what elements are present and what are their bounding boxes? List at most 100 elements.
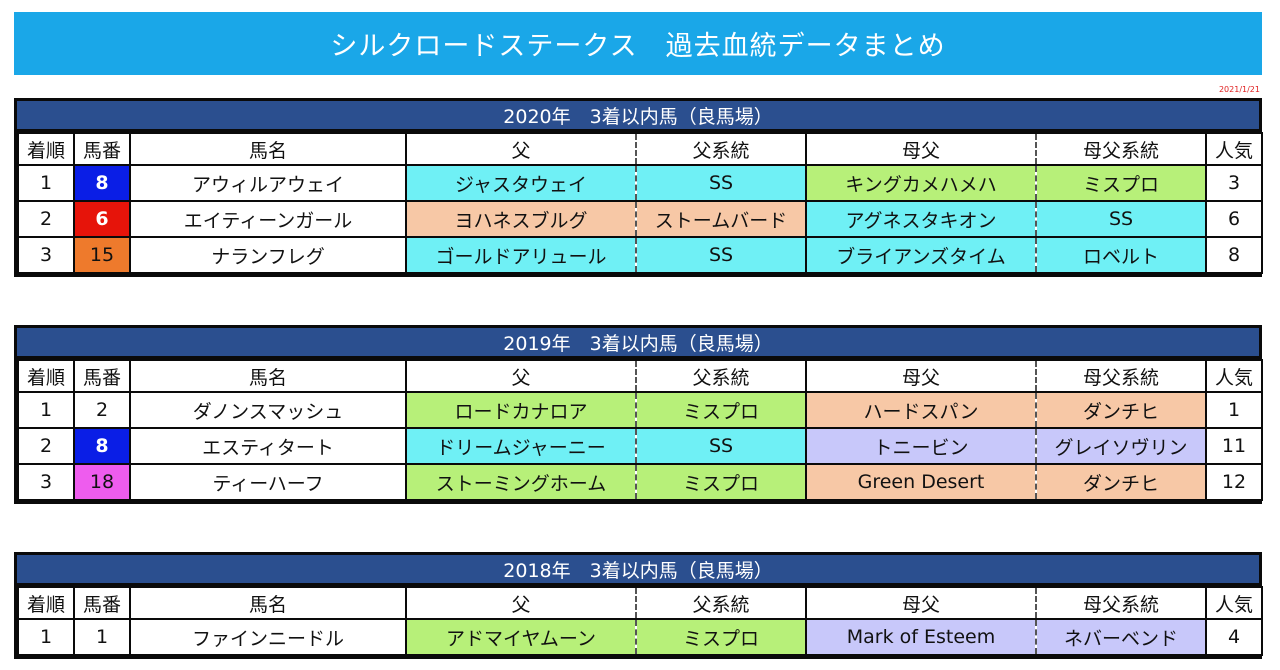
column-header: 母父: [805, 359, 1037, 393]
sire-line-cell: ミスプロ: [635, 391, 807, 429]
popularity-cell: 12: [1205, 463, 1263, 501]
horse-number-cell: 18: [73, 463, 131, 501]
column-header: 馬番: [73, 359, 131, 393]
column-header: 父: [405, 586, 637, 620]
rank-cell: 1: [17, 164, 75, 202]
table-row: 1 2 ダノンスマッシュ ロードカナロア ミスプロ ハードスパン ダンチヒ 1: [17, 391, 1263, 429]
horse-number-cell: 8: [73, 427, 131, 465]
column-header: 父系統: [635, 132, 807, 166]
dam-sire-line-cell: ネバーベンド: [1035, 618, 1207, 656]
sire-cell: ヨハネスブルグ: [405, 200, 637, 238]
column-header: 人気: [1205, 132, 1263, 166]
rank-cell: 1: [17, 391, 75, 429]
sire-cell: ロードカナロア: [405, 391, 637, 429]
horse-number-cell: 8: [73, 164, 131, 202]
table-row: 3 15 ナランフレグ ゴールドアリュール SS ブライアンズタイム ロベルト 8: [17, 236, 1263, 274]
table-row: 1 1 ファインニードル アドマイヤムーン ミスプロ Mark of Esteem ネバーベ…: [17, 618, 1263, 656]
column-header: 馬名: [129, 132, 407, 166]
column-header: 母父系統: [1035, 586, 1207, 620]
table-row: 1 8 アウィルアウェイ ジャスタウェイ SS キングカメハメハ ミスプロ 3: [17, 164, 1263, 202]
column-header: 父系統: [635, 359, 807, 393]
dam-sire-line-cell: グレイソヴリン: [1035, 427, 1207, 465]
dam-sire-cell: アグネスタキオン: [805, 200, 1037, 238]
popularity-cell: 6: [1205, 200, 1263, 238]
horse-name-cell: ナランフレグ: [129, 236, 407, 274]
rank-cell: 3: [17, 463, 75, 501]
sire-cell: ゴールドアリュール: [405, 236, 637, 274]
dam-sire-cell: Mark of Esteem: [805, 618, 1037, 656]
date-stamp: 2021/1/21: [1218, 85, 1260, 94]
popularity-cell: 1: [1205, 391, 1263, 429]
horse-name-cell: エイティーンガール: [129, 200, 407, 238]
column-header: 母父: [805, 586, 1037, 620]
dam-sire-cell: Green Desert: [805, 463, 1037, 501]
dam-sire-cell: キングカメハメハ: [805, 164, 1037, 202]
column-header: 母父系統: [1035, 359, 1207, 393]
year-block: 2018年 3着以内馬（良馬場） 着順 馬番 馬名父父系統 母父 母父系統 人気 1 1 ファイン…: [14, 552, 1263, 659]
horse-number-cell: 2: [73, 391, 131, 429]
rank-cell: 2: [17, 200, 75, 238]
column-header: 父系統: [635, 586, 807, 620]
column-header: 母父系統: [1035, 132, 1207, 166]
sire-cell: ジャスタウェイ: [405, 164, 637, 202]
horse-name-cell: アウィルアウェイ: [129, 164, 407, 202]
dam-sire-cell: トニービン: [805, 427, 1037, 465]
sire-line-cell: SS: [635, 427, 807, 465]
rank-cell: 3: [17, 236, 75, 274]
dam-sire-line-cell: ダンチヒ: [1035, 463, 1207, 501]
dam-sire-line-cell: ミスプロ: [1035, 164, 1207, 202]
sire-line-cell: ミスプロ: [635, 618, 807, 656]
results-table: 着順 馬番 馬名父父系統 母父 母父系統 人気 1 2 ダノンスマッシュ ロードカナロア ミスプロハ…: [17, 359, 1263, 501]
column-header: 馬名: [129, 359, 407, 393]
popularity-cell: 3: [1205, 164, 1263, 202]
column-header: 馬名: [129, 586, 407, 620]
results-table: 着順 馬番 馬名父父系統 母父 母父系統 人気 1 8 アウィルアウェイ ジャスタウェイ SS キング…: [17, 132, 1263, 274]
rank-cell: 1: [17, 618, 75, 656]
sire-line-cell: ストームバード: [635, 200, 807, 238]
header-row: 着順 馬番 馬名父父系統 母父 母父系統 人気: [17, 586, 1263, 620]
sire-line-cell: ミスプロ: [635, 463, 807, 501]
column-header: 着順: [17, 586, 75, 620]
horse-name-cell: ダノンスマッシュ: [129, 391, 407, 429]
horse-name-cell: ファインニードル: [129, 618, 407, 656]
horse-number-cell: 1: [73, 618, 131, 656]
block-title: 2018年 3着以内馬（良馬場）: [17, 555, 1259, 586]
column-header: 母父: [805, 132, 1037, 166]
header-row: 着順 馬番 馬名父父系統 母父 母父系統 人気: [17, 132, 1263, 166]
sire-cell: アドマイヤムーン: [405, 618, 637, 656]
dam-sire-cell: ブライアンズタイム: [805, 236, 1037, 274]
horse-number-cell: 6: [73, 200, 131, 238]
column-header: 着順: [17, 359, 75, 393]
column-header: 馬番: [73, 132, 131, 166]
year-block: 2019年 3着以内馬（良馬場） 着順 馬番 馬名父父系統 母父 母父系統 人気 1 2 ダノンス…: [14, 325, 1263, 504]
dam-sire-line-cell: SS: [1035, 200, 1207, 238]
table-row: 2 6 エイティーンガール ヨハネスブルグ ストームバード アグネスタキオン SS 6: [17, 200, 1263, 238]
dam-sire-line-cell: ロベルト: [1035, 236, 1207, 274]
column-header: 馬番: [73, 586, 131, 620]
page-title: シルクロードステークス 過去血統データまとめ: [14, 12, 1262, 75]
column-header: 着順: [17, 132, 75, 166]
sire-line-cell: SS: [635, 236, 807, 274]
rank-cell: 2: [17, 427, 75, 465]
results-table: 着順 馬番 馬名父父系統 母父 母父系統 人気 1 1 ファインニードル アドマイヤムーン ミスプロ…: [17, 586, 1263, 656]
header-row: 着順 馬番 馬名父父系統 母父 母父系統 人気: [17, 359, 1263, 393]
sire-cell: ドリームジャーニー: [405, 427, 637, 465]
column-header: 人気: [1205, 359, 1263, 393]
dam-sire-cell: ハードスパン: [805, 391, 1037, 429]
horse-number-cell: 15: [73, 236, 131, 274]
dam-sire-line-cell: ダンチヒ: [1035, 391, 1207, 429]
sire-cell: ストーミングホーム: [405, 463, 637, 501]
popularity-cell: 11: [1205, 427, 1263, 465]
popularity-cell: 8: [1205, 236, 1263, 274]
sire-line-cell: SS: [635, 164, 807, 202]
horse-name-cell: エスティタート: [129, 427, 407, 465]
year-block: 2020年 3着以内馬（良馬場） 着順 馬番 馬名父父系統 母父 母父系統 人気 1 8 アウィル…: [14, 98, 1263, 277]
table-row: 2 8 エスティタート ドリームジャーニー SS トニービン グレイソヴリン 11: [17, 427, 1263, 465]
block-title: 2019年 3着以内馬（良馬場）: [17, 328, 1259, 359]
horse-name-cell: ティーハーフ: [129, 463, 407, 501]
popularity-cell: 4: [1205, 618, 1263, 656]
column-header: 人気: [1205, 586, 1263, 620]
column-header: 父: [405, 132, 637, 166]
table-row: 3 18 ティーハーフ ストーミングホーム ミスプロ Green Desert ダンチヒ 12: [17, 463, 1263, 501]
column-header: 父: [405, 359, 637, 393]
